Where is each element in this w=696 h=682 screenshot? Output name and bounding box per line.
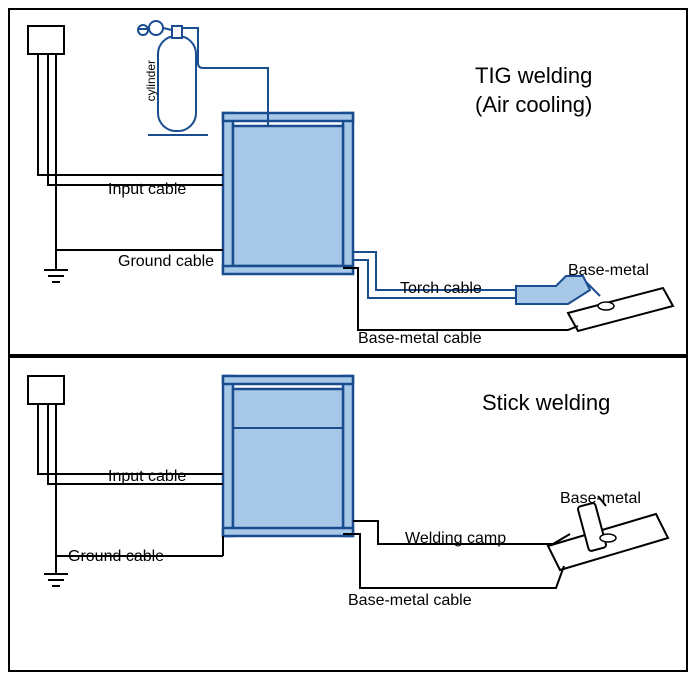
diagram-canvas: TIG welding (Air cooling) Input cable Gr… bbox=[0, 0, 696, 682]
stick-base-metal-cable-label: Base-metal cable bbox=[348, 592, 472, 610]
tig-torch-cable-label: Torch cable bbox=[400, 280, 482, 298]
tig-ground-cable-label: Ground cable bbox=[118, 253, 214, 271]
stick-input-cable-label: Input cable bbox=[108, 468, 186, 486]
cylinder-label: cylinder bbox=[144, 60, 158, 101]
tig-torch bbox=[516, 276, 600, 304]
tig-title-line1: TIG welding bbox=[475, 63, 592, 89]
stick-ground-cable-label: Ground cable bbox=[68, 548, 164, 566]
power-input-box-stick bbox=[28, 376, 64, 404]
tig-input-cable-label: Input cable bbox=[108, 181, 186, 199]
tig-base-metal-label: Base-metal bbox=[568, 262, 649, 280]
tig-base-metal-cable-label: Base-metal cable bbox=[358, 330, 482, 348]
stick-base-metal-label: Base-metal bbox=[560, 490, 641, 508]
welding-machine bbox=[223, 113, 353, 274]
stick-welding-camp-label: Welding camp bbox=[405, 530, 506, 548]
power-input-box bbox=[28, 26, 64, 54]
tig-title-line2: (Air cooling) bbox=[475, 92, 592, 118]
stick-title: Stick welding bbox=[482, 390, 610, 416]
welding-machine-stick bbox=[223, 376, 353, 536]
